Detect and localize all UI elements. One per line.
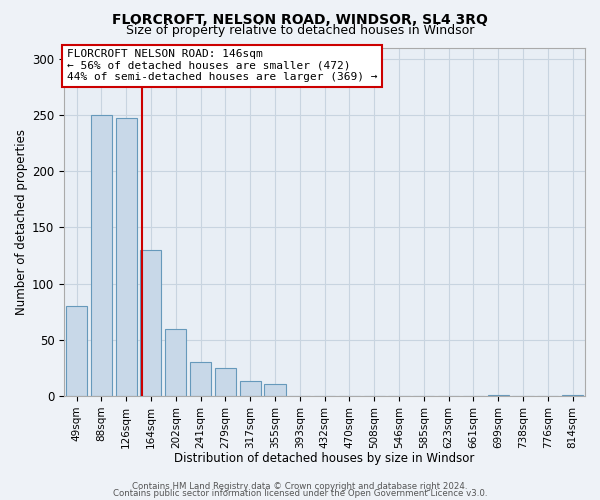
Text: FLORCROFT NELSON ROAD: 146sqm
← 56% of detached houses are smaller (472)
44% of : FLORCROFT NELSON ROAD: 146sqm ← 56% of d… (67, 49, 377, 82)
Y-axis label: Number of detached properties: Number of detached properties (15, 128, 28, 314)
Bar (488, 395, 509, 396)
Bar (562, 395, 583, 396)
Text: Contains HM Land Registry data © Crown copyright and database right 2024.: Contains HM Land Registry data © Crown c… (132, 482, 468, 491)
X-axis label: Distribution of detached houses by size in Windsor: Distribution of detached houses by size … (175, 452, 475, 465)
Bar (66, 306, 87, 396)
Bar (265, 384, 286, 396)
Bar (239, 382, 261, 396)
Bar (91, 115, 112, 396)
Text: Size of property relative to detached houses in Windsor: Size of property relative to detached ho… (126, 24, 474, 37)
Bar (165, 328, 186, 396)
Bar (215, 368, 236, 396)
Bar (140, 250, 161, 396)
Bar (116, 118, 137, 396)
Text: Contains public sector information licensed under the Open Government Licence v3: Contains public sector information licen… (113, 490, 487, 498)
Bar (190, 362, 211, 396)
Text: FLORCROFT, NELSON ROAD, WINDSOR, SL4 3RQ: FLORCROFT, NELSON ROAD, WINDSOR, SL4 3RQ (112, 12, 488, 26)
